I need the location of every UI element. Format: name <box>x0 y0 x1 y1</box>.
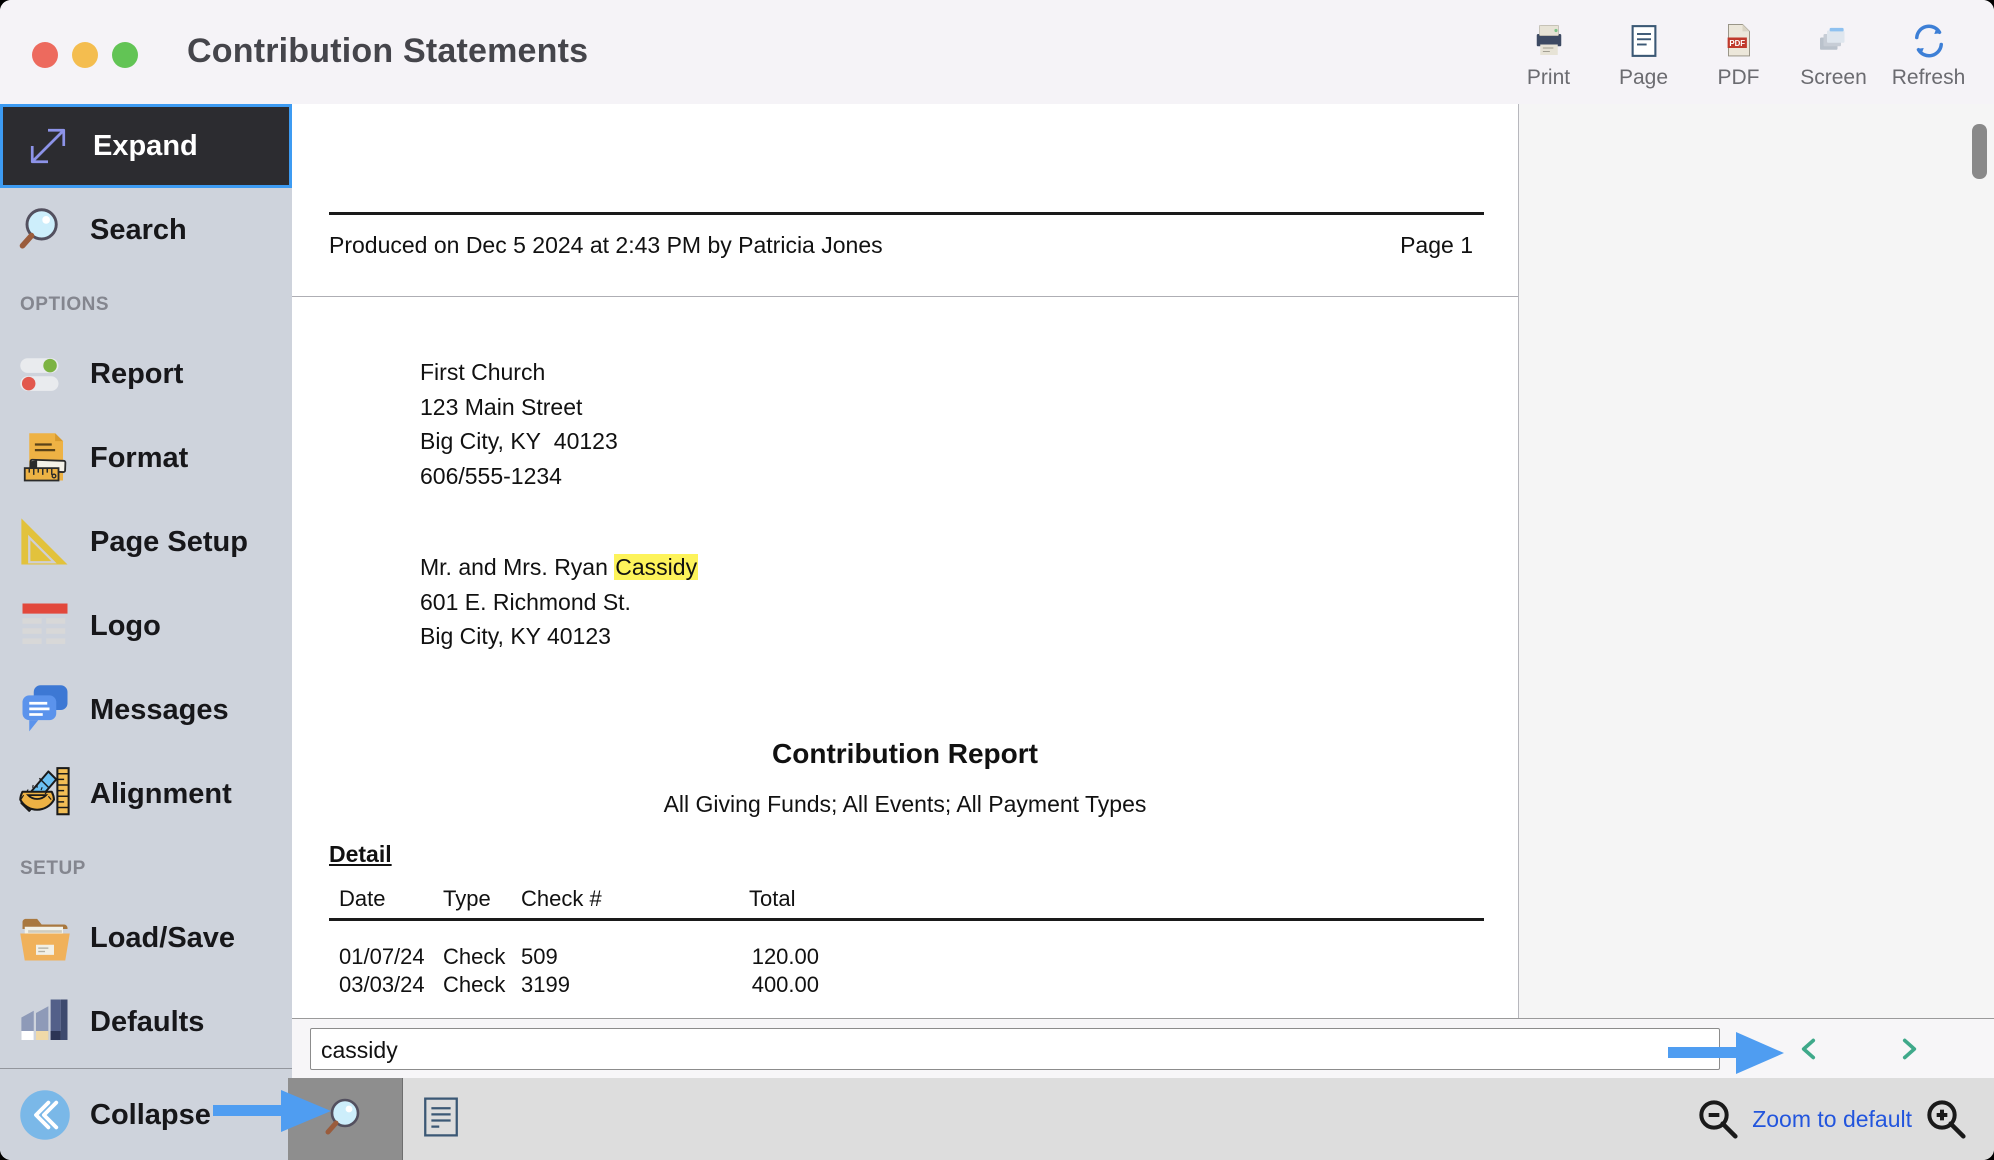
svg-text:PDF: PDF <box>1729 39 1745 48</box>
